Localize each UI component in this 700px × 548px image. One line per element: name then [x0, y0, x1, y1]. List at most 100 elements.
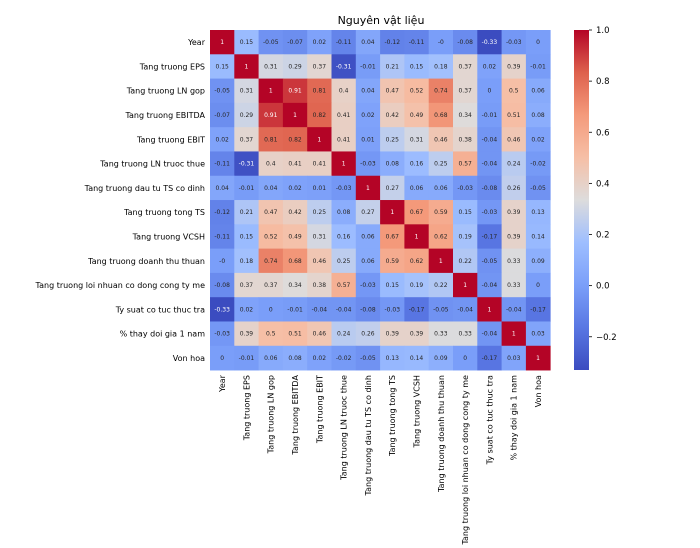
cell-value-label: 0.41	[337, 136, 351, 143]
cell-value-label: 1	[366, 185, 370, 192]
cell-value-label: 0.37	[313, 63, 327, 70]
cell-value-label: -0.17	[530, 306, 546, 313]
heatmap-cell	[282, 224, 308, 250]
heatmap-cell	[355, 78, 381, 104]
heatmap-cell	[307, 272, 332, 298]
cell-value-label: 0.03	[507, 355, 521, 362]
cell-value-label: -0.12	[214, 209, 230, 216]
heatmap-cell	[453, 297, 478, 322]
heatmap-cell	[477, 102, 502, 128]
heatmap-cell	[210, 54, 235, 79]
cell-value-label: 1	[488, 306, 492, 313]
cell-value-label: 0.67	[410, 209, 424, 216]
row-label: Tang truong LN truoc thue	[99, 160, 205, 169]
cell-value-label: -0.08	[482, 185, 498, 192]
heatmap-cell	[331, 78, 357, 104]
heatmap-cell	[525, 30, 551, 55]
heatmap-cell	[234, 272, 259, 298]
cell-value-label: -0.11	[214, 161, 230, 168]
cell-value-label: 0.14	[410, 355, 424, 362]
heatmap-cell	[453, 127, 478, 152]
heatmap-cell	[404, 78, 430, 104]
heatmap-cell	[453, 321, 478, 347]
cell-value-label: 0.06	[264, 355, 278, 362]
column-label: Ty suat co tuc thuc tra	[485, 375, 494, 465]
heatmap-cell	[331, 151, 357, 177]
cell-value-label: 0.31	[410, 136, 424, 143]
row-label: Tang truong loi nhuan co dong cong ty me	[35, 281, 206, 290]
heatmap-cell	[210, 248, 235, 274]
heatmap-cell	[234, 200, 259, 225]
cell-value-label: 0.15	[240, 233, 254, 240]
cell-value-label: -0.04	[312, 306, 328, 313]
heatmap-cell	[404, 200, 430, 225]
cell-value-label: 0.15	[386, 282, 400, 289]
cell-value-label: 0.49	[288, 233, 302, 240]
heatmap-cell	[501, 127, 527, 152]
cell-value-label: 0.22	[458, 258, 472, 265]
heatmap-cell	[234, 127, 259, 152]
heatmap-cell	[307, 200, 332, 225]
cell-value-label: 1	[463, 282, 467, 289]
heatmap-cell	[453, 151, 478, 177]
cell-value-label: 0.31	[240, 88, 254, 95]
heatmap-cell	[525, 248, 551, 274]
cell-value-label: -0.05	[433, 306, 449, 313]
heatmap-cell	[258, 224, 284, 250]
heatmap-cell	[331, 297, 357, 322]
heatmap-cell	[501, 78, 527, 104]
cell-value-label: 0.81	[313, 88, 327, 95]
heatmap-cell	[380, 248, 405, 274]
cell-value-label: 0.33	[458, 331, 472, 338]
cell-value-label: 0.06	[361, 258, 375, 265]
heatmap-cell	[428, 78, 454, 104]
heatmap-cell	[331, 30, 357, 55]
heatmap-cell	[477, 175, 502, 201]
heatmap-cell	[210, 297, 235, 322]
cell-value-label: 0.02	[215, 136, 229, 143]
row-label: Tang truong EPS	[139, 62, 205, 71]
cell-value-label: 0.09	[434, 355, 448, 362]
cell-value-label: 0.15	[458, 209, 472, 216]
heatmap-cell	[355, 127, 381, 152]
heatmap-cell	[234, 30, 259, 55]
cell-value-label: 0.42	[386, 112, 400, 119]
heatmap-cell	[404, 297, 430, 322]
heatmap-cell	[210, 200, 235, 225]
heatmap-cell	[404, 224, 430, 250]
heatmap-cell	[428, 321, 454, 347]
cell-value-label: 0.24	[337, 331, 351, 338]
cell-value-label: 0.21	[386, 63, 400, 70]
heatmap-cell	[453, 30, 478, 55]
cell-value-label: -0.01	[239, 355, 255, 362]
column-label: Tang truong doanh thu thuan	[437, 375, 446, 493]
cell-value-label: 0.37	[264, 282, 278, 289]
cell-value-label: 0.46	[313, 331, 327, 338]
heatmap-cell	[282, 248, 308, 274]
cell-value-label: 0	[220, 355, 224, 362]
heatmap-cell	[234, 224, 259, 250]
cell-value-label: 0.4	[339, 88, 349, 95]
cell-value-label: 0.13	[386, 355, 400, 362]
cell-value-label: -0.02	[530, 161, 546, 168]
heatmap-cell	[307, 321, 332, 347]
heatmap-cell	[331, 345, 357, 371]
row-label: Year	[187, 38, 206, 47]
cell-value-label: 0.59	[434, 209, 448, 216]
cell-value-label: -0.04	[457, 306, 473, 313]
cell-value-label: -0.33	[214, 306, 230, 313]
heatmap-cell	[331, 127, 357, 152]
heatmap-cell	[404, 345, 430, 371]
heatmap-cell	[477, 78, 502, 104]
heatmap-cell	[380, 78, 405, 104]
colorbar-gradient	[574, 30, 589, 370]
cell-value-label: 0.42	[288, 209, 302, 216]
cell-value-label: -0.03	[360, 161, 376, 168]
cell-value-label: 0.34	[288, 282, 302, 289]
heatmap-cell	[307, 248, 332, 274]
heatmap-cell	[453, 345, 478, 371]
heatmap-cell	[525, 102, 551, 128]
cell-value-label: -0.04	[336, 306, 352, 313]
cell-value-label: 0.52	[410, 88, 424, 95]
